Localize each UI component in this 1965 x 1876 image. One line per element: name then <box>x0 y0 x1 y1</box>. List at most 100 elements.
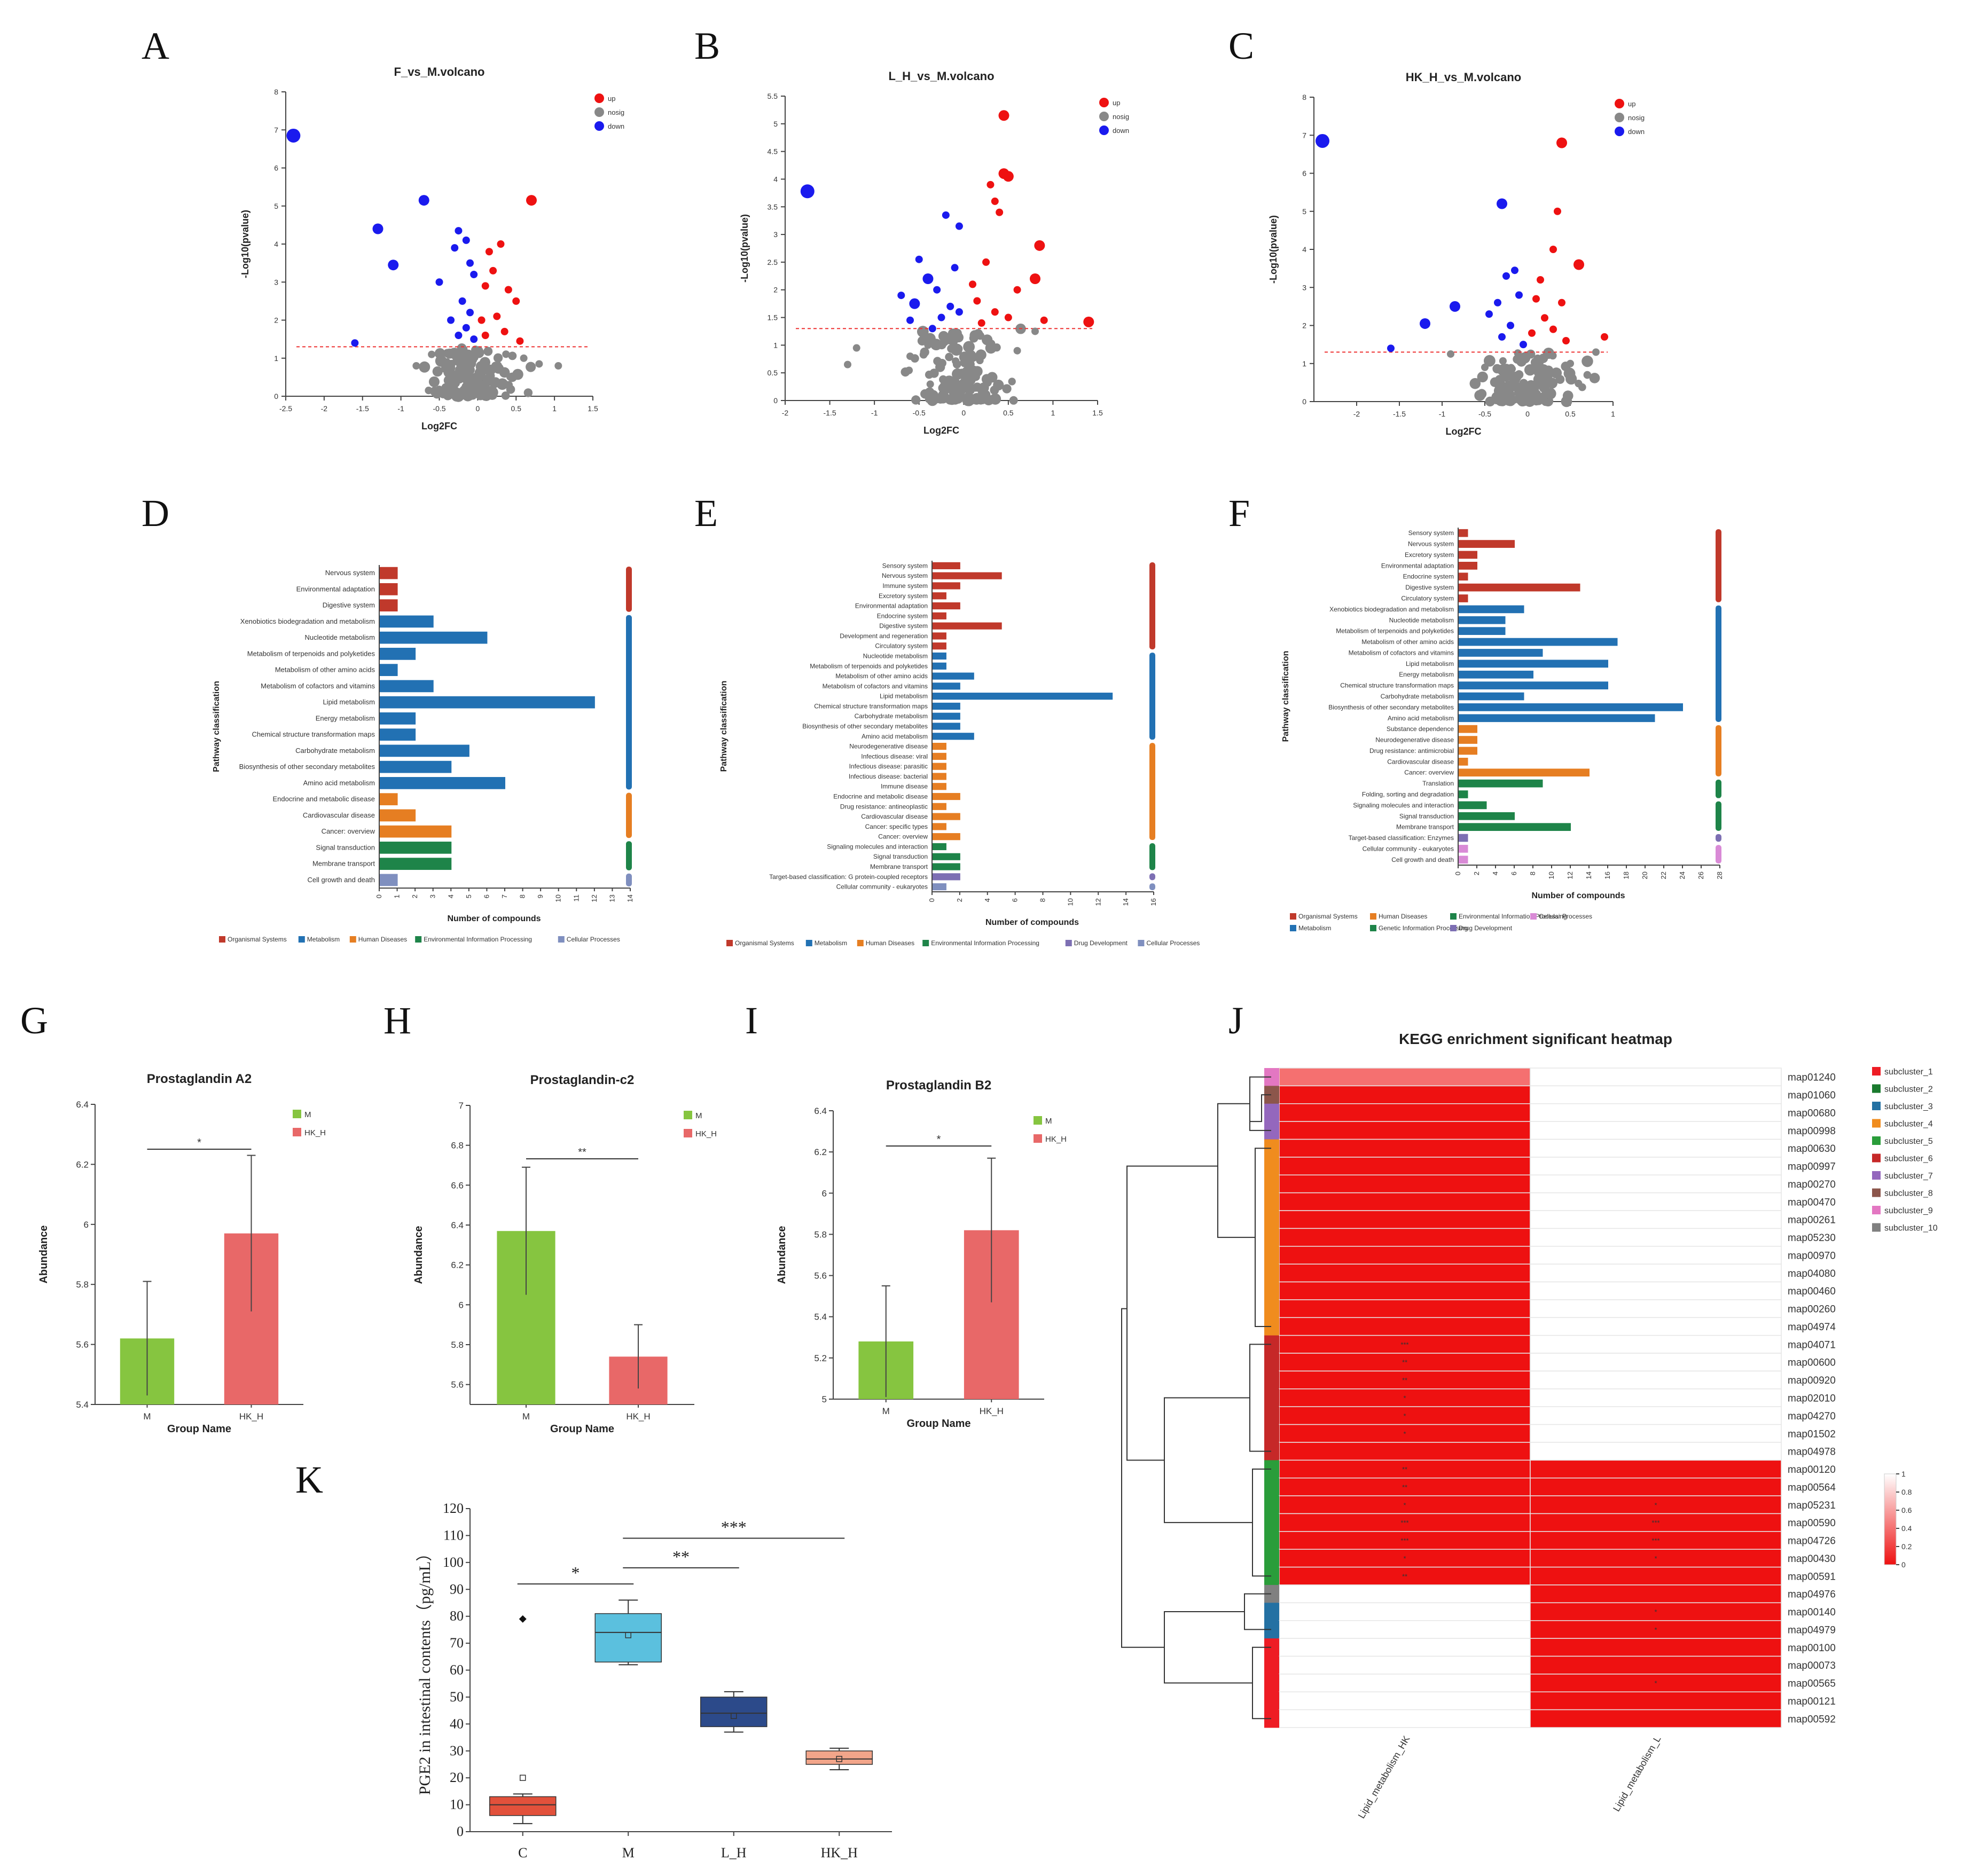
group-strip <box>1716 834 1721 842</box>
point-down <box>286 128 301 143</box>
bar <box>1459 616 1506 624</box>
row-cluster-bar <box>1264 1549 1279 1568</box>
bar <box>1459 725 1477 733</box>
bar <box>1459 572 1468 581</box>
category-label: Energy metabolism <box>1399 671 1454 678</box>
x-tick-label: -1 <box>871 409 878 417</box>
category-label: Nervous system <box>1408 540 1454 548</box>
subcluster-label: subcluster_5 <box>1884 1137 1933 1146</box>
y-tick-label: 8 <box>1302 93 1306 101</box>
heatmap-cell <box>1530 1531 1782 1550</box>
row-cluster-bar <box>1264 1407 1279 1425</box>
x-axis-label: Group Name <box>550 1423 614 1435</box>
legend-label: Environmental Information Processing <box>424 936 532 943</box>
point-nosig <box>1031 327 1039 335</box>
subcluster-swatch <box>1872 1084 1881 1093</box>
legend-swatch <box>558 936 565 943</box>
point-nosig <box>1481 363 1489 371</box>
nosig-point <box>1526 349 1536 359</box>
category-label: Infectious disease: viral <box>861 752 928 760</box>
nosig-point <box>1474 390 1485 401</box>
legend-label-M: M <box>1045 1117 1052 1126</box>
x-tick-label: 14 <box>1122 898 1130 906</box>
bar <box>380 760 452 773</box>
y-axis-label: PGE2 in intestinal contents（pg/mL） <box>416 1545 434 1795</box>
category-label: Amino acid metabolism <box>303 779 375 787</box>
point-up <box>493 312 501 320</box>
bar <box>933 813 960 820</box>
row-cluster-bar <box>1264 1211 1279 1229</box>
heatmap-star: * <box>1403 1412 1406 1420</box>
nosig-point <box>463 376 473 387</box>
category-label: Nervous system <box>882 572 928 579</box>
heatmap-cell <box>1530 1139 1782 1158</box>
x-tick-label: -2 <box>782 409 789 417</box>
y-tick-label: 0 <box>274 392 278 401</box>
point-up <box>1003 171 1014 182</box>
nosig-point <box>1469 378 1481 389</box>
point-down <box>1316 134 1329 148</box>
subcluster-swatch <box>1872 1206 1881 1214</box>
category-label: Infectious disease: parasitic <box>849 763 928 770</box>
point-up <box>504 286 512 294</box>
category-label: Infectious disease: bacterial <box>849 773 928 780</box>
point-down <box>1511 266 1518 274</box>
group-strip <box>1149 743 1155 841</box>
point-up <box>512 297 520 305</box>
nosig-point <box>1582 355 1593 367</box>
point-up <box>991 197 999 205</box>
y-tick-label: 5 <box>822 1394 827 1404</box>
y-tick-label: 0 <box>773 396 778 405</box>
volcano-plot-C: HK_H_vs_M.volcano 0 1 2 3 4 5 6 7 8 -2 -1.5 -1 -0.5 0 0… <box>1268 70 1645 437</box>
point-nosig <box>1498 375 1506 383</box>
nosig-point <box>1008 378 1016 386</box>
x-tick-label: 6 <box>482 894 490 898</box>
heatmap-cell <box>1279 1566 1531 1585</box>
legend-swatch <box>1370 913 1376 920</box>
point-nosig <box>1013 347 1021 355</box>
bar <box>1459 594 1468 602</box>
nosig-point <box>938 390 949 401</box>
point-up <box>969 280 976 288</box>
heatmap-cell <box>1530 1602 1782 1621</box>
nosig-point <box>992 343 1001 352</box>
point-down <box>470 271 478 278</box>
row-cluster-bar <box>1264 1496 1279 1514</box>
heatmap-cell <box>1279 1638 1531 1657</box>
row-label: map00970 <box>1788 1250 1836 1261</box>
heatmap-star: * <box>1403 1430 1406 1438</box>
nosig-point <box>969 330 980 341</box>
heatmap-star: * <box>1654 1501 1657 1509</box>
nosig-point <box>1589 373 1600 383</box>
bar <box>933 723 960 730</box>
x-tick-label: HK_H <box>821 1845 858 1861</box>
row-cluster-bar <box>1264 1478 1279 1496</box>
y-tick-label: 3 <box>274 278 278 286</box>
point-down <box>1515 291 1523 299</box>
heatmap-cell <box>1530 1513 1782 1532</box>
bar <box>1459 583 1580 592</box>
point-up <box>973 297 981 305</box>
point-up <box>516 337 524 345</box>
legend-swatch-HK_H <box>293 1128 301 1136</box>
category-label: Signaling molecules and interaction <box>827 843 928 850</box>
x-tick-label: L_H <box>721 1845 747 1861</box>
category-label: Carbohydrate metabolism <box>295 747 375 755</box>
row-cluster-bar <box>1264 1192 1279 1211</box>
bar <box>933 602 960 610</box>
heatmap-cell <box>1530 1067 1782 1087</box>
y-tick-label: 5.8 <box>814 1229 827 1239</box>
category-label: Signal transduction <box>873 853 928 860</box>
heatmap-star: *** <box>1400 1537 1408 1545</box>
dendrogram-branch <box>1164 1397 1252 1524</box>
category-label: Biosynthesis of other secondary metaboli… <box>239 763 375 771</box>
x-tick-label: 0 <box>475 404 480 413</box>
bar <box>933 843 946 851</box>
row-label: map00270 <box>1788 1179 1836 1190</box>
group-strip <box>1716 725 1721 776</box>
box-C <box>489 1796 557 1816</box>
row-label: map00998 <box>1788 1126 1836 1137</box>
category-label: Digestive system <box>1405 584 1454 591</box>
point-down <box>933 286 941 294</box>
